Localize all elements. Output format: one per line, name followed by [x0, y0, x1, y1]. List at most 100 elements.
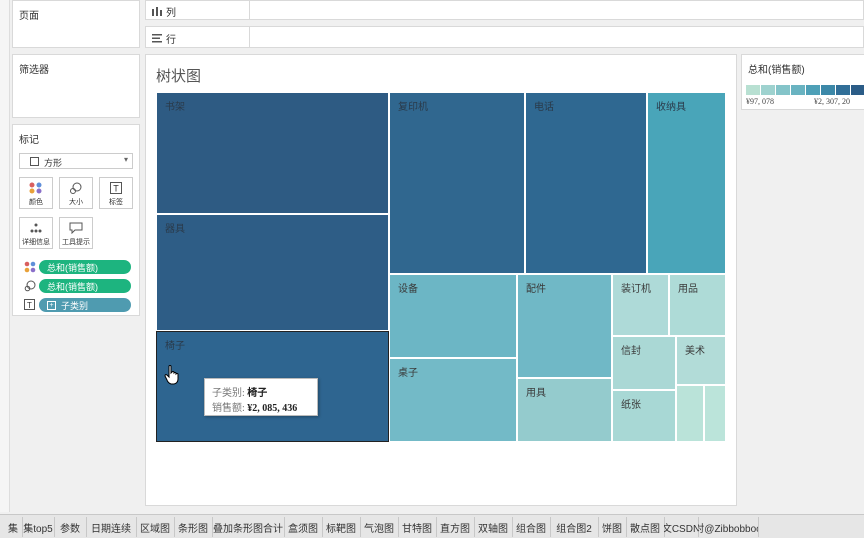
tile-label: 设备 [398, 284, 418, 295]
size-pill[interactable]: 总和(销售额) [39, 279, 131, 293]
treemap-tile[interactable]: 设备 [389, 274, 517, 358]
sheet-tab[interactable]: 气泡图 [360, 517, 399, 537]
legend-max-label: ¥2, 307, 20 [814, 97, 850, 106]
svg-text:T: T [113, 184, 119, 194]
sheet-tab[interactable]: 盒须图 [284, 517, 323, 537]
sheet-tab[interactable]: 双轴图 [474, 517, 513, 537]
size-button[interactable]: 大小 [59, 177, 93, 209]
treemap-tile[interactable]: 用具 [517, 378, 612, 442]
color-pill[interactable]: 总和(销售额) [39, 260, 131, 274]
color-ramp[interactable] [746, 85, 864, 95]
rows-shelf-title: 行 [152, 31, 176, 46]
color-button-label: 颜色 [29, 199, 43, 206]
columns-shelf-title: 列 [152, 4, 176, 19]
color-button[interactable]: 颜色 [19, 177, 53, 209]
sheet-tab[interactable]: 叠加条形图合计 [212, 517, 285, 537]
sheet-tab-bar: 集集top5 参数 日期连续 区域图 条形图 叠加条形图合计 盒须图 标靶图 气泡图 甘特图 直方图… [0, 514, 864, 538]
hand-cursor-icon [164, 365, 179, 385]
treemap-tile[interactable]: 桌子 [389, 358, 517, 442]
mark-type-label: 方形 [44, 158, 63, 168]
tile-label: 装订机 [621, 284, 651, 295]
square-icon [30, 157, 39, 166]
text-t-icon: T [110, 182, 122, 194]
tile-label: 复印机 [398, 102, 428, 113]
treemap-tile[interactable]: 配件 [517, 274, 612, 378]
sheet-tab[interactable]: 散点图 [626, 517, 665, 537]
treemap-tile[interactable] [676, 385, 704, 442]
detail-button-label: 详细信息 [22, 239, 50, 246]
detail-button[interactable]: 详细信息 [19, 217, 53, 249]
sheet-tab[interactable]: 直方图 [436, 517, 475, 537]
sheet-tab[interactable]: 对@Zibbobboo [698, 517, 759, 537]
treemap-tile[interactable]: 书架 [156, 92, 389, 214]
hover-tooltip: 子类别: 椅子 销售额: ¥2, 085, 436 [204, 378, 318, 416]
size-icon [70, 182, 82, 194]
columns-shelf[interactable]: 列 [145, 0, 864, 20]
columns-icon [152, 7, 162, 16]
rows-icon [152, 34, 162, 43]
tooltip-bubble-icon [69, 222, 83, 234]
sheet-tab[interactable]: 日期连续 [86, 517, 137, 537]
sheet-tab[interactable]: 集top5 [22, 517, 55, 537]
treemap-tile[interactable]: 收纳具 [647, 92, 726, 274]
columns-label: 列 [166, 8, 176, 19]
rows-shelf[interactable]: 行 [145, 26, 864, 48]
tooltip-val-sales: ¥2, 085, 436 [247, 403, 298, 414]
treemap-tile[interactable]: 信封 [612, 336, 676, 390]
mark-type-dropdown[interactable]: 方形 ▾ [19, 153, 133, 169]
treemap: 书架 复印机 电话 收纳具 器具 设备 配件 装订机 用品 椅子 桌子 信封 美… [156, 92, 726, 442]
sheet-tab[interactable]: 饼图 [598, 517, 627, 537]
treemap-tile[interactable]: 用品 [669, 274, 726, 336]
label-pill-label: 子类别 [61, 300, 89, 311]
pages-panel: 页面 [12, 0, 140, 48]
left-edge-strip [0, 0, 10, 512]
filters-title: 筛选器 [19, 65, 49, 76]
sheet-tab[interactable]: 集 [4, 517, 23, 537]
sheet-tab[interactable]: 标靶图 [322, 517, 361, 537]
text-t-icon: T [24, 299, 35, 310]
treemap-tile[interactable]: 装订机 [612, 274, 669, 336]
tile-label: 书架 [165, 102, 185, 113]
treemap-tile[interactable]: 电话 [525, 92, 647, 274]
chevron-down-icon: ▾ [123, 155, 128, 164]
detail-dots-icon [30, 223, 42, 233]
color-pill-label: 总和(销售额) [47, 262, 98, 273]
tooltip-key-sales: 销售额: [212, 403, 245, 414]
tile-label: 用具 [526, 388, 546, 399]
size-icon [24, 280, 36, 292]
label-button-label: 标签 [109, 199, 123, 206]
label-pill[interactable]: + 子类别 [39, 298, 131, 312]
tile-label: 器具 [165, 224, 185, 235]
size-button-label: 大小 [69, 199, 83, 206]
sheet-tab[interactable]: 甘特图 [398, 517, 437, 537]
view-title: 树状图 [156, 69, 202, 85]
treemap-tile[interactable]: 美术 [676, 336, 726, 385]
sheet-tab[interactable]: 条形图 [174, 517, 213, 537]
filters-panel[interactable]: 筛选器 [12, 54, 140, 118]
treemap-tile[interactable]: 复印机 [389, 92, 525, 274]
tile-label: 椅子 [165, 341, 185, 352]
tooltip-button[interactable]: 工具提示 [59, 217, 93, 249]
treemap-tile[interactable] [704, 385, 726, 442]
sheet-tab[interactable]: 区域图 [136, 517, 175, 537]
tile-label: 美术 [685, 346, 705, 357]
tile-label: 信封 [621, 346, 641, 357]
sheet-tab[interactable]: 组合图2 [550, 517, 599, 537]
treemap-tile[interactable]: 器具 [156, 214, 389, 331]
tile-label: 配件 [526, 284, 546, 295]
tile-label: 用品 [678, 284, 698, 295]
size-pill-label: 总和(销售额) [47, 281, 98, 292]
pages-title: 页面 [19, 11, 39, 22]
tile-label: 电话 [534, 102, 554, 113]
sheet-tab[interactable]: 文CSDN [664, 517, 699, 537]
plus-box-icon: + [47, 300, 56, 310]
sheet-tab[interactable]: 组合图 [512, 517, 551, 537]
svg-text:T: T [27, 301, 32, 310]
treemap-tile[interactable]: 纸张 [612, 390, 676, 442]
label-button[interactable]: T 标签 [99, 177, 133, 209]
tooltip-button-label: 工具提示 [62, 239, 90, 246]
rows-label: 行 [166, 35, 176, 46]
marks-title: 标记 [19, 135, 39, 146]
color-dots-icon [24, 261, 36, 273]
sheet-tab[interactable]: 参数 [54, 517, 87, 537]
